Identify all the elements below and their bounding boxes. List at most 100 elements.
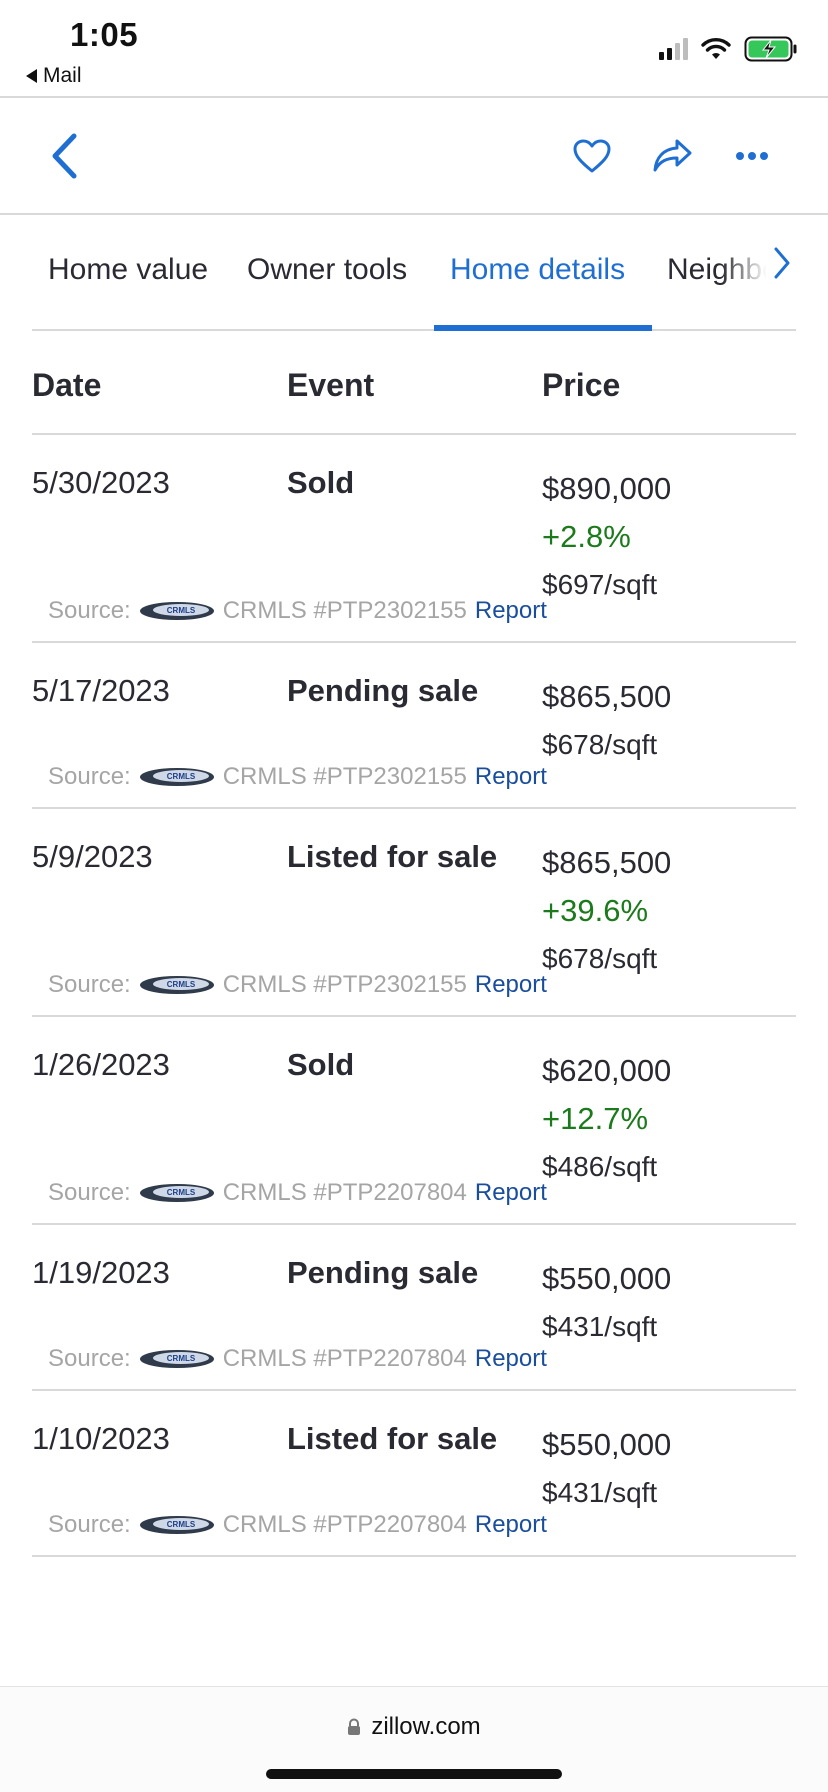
back-button[interactable] — [42, 128, 86, 184]
save-home-button[interactable] — [568, 132, 616, 180]
source-label: Source: — [48, 1511, 131, 1538]
tab-home-details[interactable]: Home details — [450, 253, 626, 286]
event-type: Sold — [287, 465, 355, 500]
price-cell: $890,000 +2.8% $697/sqft — [542, 465, 671, 609]
signal-icon — [659, 38, 688, 60]
price-cell: $865,500 +39.6% $678/sqft — [542, 839, 671, 983]
report-link[interactable]: Report — [474, 1179, 547, 1206]
table-row: 1/19/2023 Pending sale $550,000 $431/sqft So… — [32, 1225, 796, 1391]
status-bar: 1:05 Mail — [0, 0, 828, 96]
price-cell: $550,000 $431/sqft — [542, 1421, 671, 1517]
crmls-logo: CRMLS — [139, 1350, 214, 1368]
tabs-scroll-right-button[interactable] — [772, 245, 792, 286]
price-per-sqft: $431/sqft — [542, 1311, 658, 1342]
event-type: Pending sale — [287, 673, 479, 708]
svg-text:CRMLS: CRMLS — [166, 772, 195, 781]
price-per-sqft: $678/sqft — [542, 943, 658, 974]
table-row: 1/10/2023 Listed for sale $550,000 $431/sqf… — [32, 1391, 796, 1557]
price-value: $865,500 — [542, 845, 672, 880]
listing-source: Source: CRMLS CRMLS #PTP2207804 Report — [48, 1511, 547, 1539]
source-mls-number: CRMLS #PTP2302155 — [222, 763, 467, 790]
crmls-logo: CRMLS — [139, 1184, 214, 1202]
table-row: 1/26/2023 Sold $620,000 +12.7% $486/sqft Sour… — [32, 1017, 796, 1225]
more-icon — [736, 152, 768, 160]
price-value: $890,000 — [542, 471, 672, 506]
crmls-logo: CRMLS — [139, 768, 214, 786]
price-per-sqft: $678/sqft — [542, 729, 658, 760]
more-options-button[interactable] — [728, 132, 776, 180]
section-tabs: Home value Owner tools Home details Neig… — [32, 215, 796, 331]
chevron-right-icon — [774, 247, 790, 279]
address-bar[interactable]: zillow.com — [0, 1713, 828, 1741]
listing-source: Source: CRMLS CRMLS #PTP2207804 Report — [48, 1179, 547, 1207]
listing-source: Source: CRMLS CRMLS #PTP2207804 Report — [48, 1345, 547, 1373]
price-per-sqft: $486/sqft — [542, 1151, 658, 1182]
header-event: Event — [287, 367, 375, 403]
price-per-sqft: $697/sqft — [542, 569, 658, 600]
report-link[interactable]: Report — [474, 597, 547, 624]
header-date: Date — [32, 367, 102, 403]
event-date: 1/19/2023 — [32, 1255, 170, 1290]
listing-source: Source: CRMLS CRMLS #PTP2302155 Report — [48, 597, 547, 625]
listing-source: Source: CRMLS CRMLS #PTP2302155 Report — [48, 763, 547, 791]
event-date: 5/30/2023 — [32, 465, 170, 500]
source-mls-number: CRMLS #PTP2207804 — [222, 1179, 467, 1206]
back-app-label: Mail — [43, 64, 82, 87]
price-value: $865,500 — [542, 679, 672, 714]
top-toolbar — [0, 96, 828, 215]
tab-home-value[interactable]: Home value — [48, 253, 209, 286]
url-text: zillow.com — [371, 1713, 481, 1740]
svg-text:CRMLS: CRMLS — [166, 980, 195, 989]
header-price: Price — [542, 367, 621, 403]
report-link[interactable]: Report — [474, 1345, 547, 1372]
battery-charging-icon — [744, 36, 797, 62]
back-to-mail-link[interactable]: Mail — [26, 64, 82, 88]
event-type: Listed for sale — [287, 1421, 498, 1456]
source-label: Source: — [48, 1345, 131, 1372]
tab-fade — [722, 237, 796, 307]
price-cell: $865,500 $678/sqft — [542, 673, 671, 769]
event-date: 5/9/2023 — [32, 839, 153, 874]
price-change: +39.6% — [542, 893, 649, 928]
event-date: 1/26/2023 — [32, 1047, 170, 1082]
price-change: +12.7% — [542, 1101, 649, 1136]
home-indicator[interactable] — [266, 1769, 562, 1779]
active-tab-indicator — [434, 325, 652, 331]
source-mls-number: CRMLS #PTP2207804 — [222, 1511, 467, 1538]
source-label: Source: — [48, 1179, 131, 1206]
tab-owner-tools[interactable]: Owner tools — [247, 253, 408, 286]
report-link[interactable]: Report — [474, 971, 547, 998]
svg-text:CRMLS: CRMLS — [166, 1188, 195, 1197]
table-row: 5/17/2023 Pending sale $865,500 $678/sqft So… — [32, 643, 796, 809]
share-icon — [653, 139, 692, 172]
source-label: Source: — [48, 763, 131, 790]
source-label: Source: — [48, 971, 131, 998]
crmls-logo: CRMLS — [139, 1516, 214, 1534]
svg-text:CRMLS: CRMLS — [166, 606, 195, 615]
price-change: +2.8% — [542, 519, 631, 554]
event-type: Sold — [287, 1047, 355, 1082]
svg-text:CRMLS: CRMLS — [166, 1520, 195, 1529]
svg-text:CRMLS: CRMLS — [166, 1354, 195, 1363]
price-per-sqft: $431/sqft — [542, 1477, 658, 1508]
status-indicators — [659, 36, 798, 62]
source-mls-number: CRMLS #PTP2302155 — [222, 971, 467, 998]
share-button[interactable] — [648, 132, 696, 180]
source-mls-number: CRMLS #PTP2207804 — [222, 1345, 467, 1372]
price-cell: $550,000 $431/sqft — [542, 1255, 671, 1351]
price-value: $550,000 — [542, 1427, 672, 1462]
table-row: 5/30/2023 Sold $890,000 +2.8% $697/sqft Sourc… — [32, 435, 796, 643]
report-link[interactable]: Report — [474, 763, 547, 790]
price-value: $550,000 — [542, 1261, 672, 1296]
crmls-logo: CRMLS — [139, 976, 214, 994]
event-date: 1/10/2023 — [32, 1421, 170, 1456]
price-cell: $620,000 +12.7% $486/sqft — [542, 1047, 671, 1191]
browser-bottom-bar: zillow.com — [0, 1686, 828, 1792]
table-row: 5/9/2023 Listed for sale $865,500 +39.6% $67… — [32, 809, 796, 1017]
price-value: $620,000 — [542, 1053, 672, 1088]
report-link[interactable]: Report — [474, 1511, 547, 1538]
wifi-icon — [701, 38, 731, 59]
heart-icon — [573, 139, 611, 173]
event-date: 5/17/2023 — [32, 673, 170, 708]
event-type: Listed for sale — [287, 839, 498, 874]
